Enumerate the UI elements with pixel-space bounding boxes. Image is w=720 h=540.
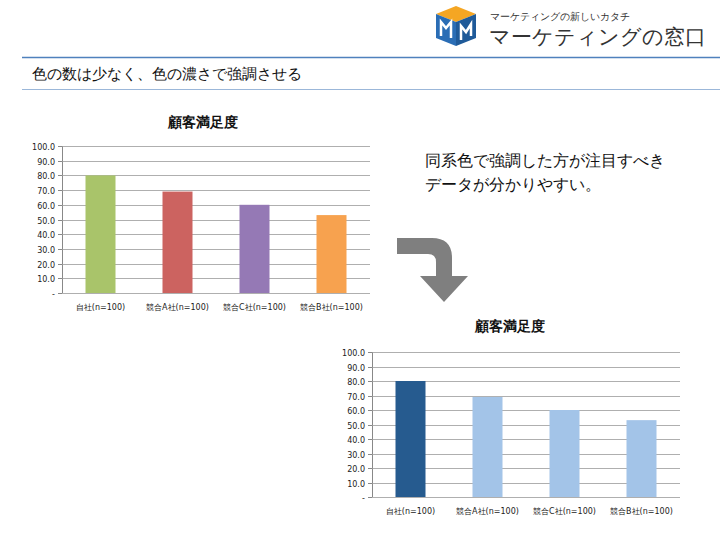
logo-left — [436, 14, 456, 46]
tick-label: 20.0 — [37, 261, 55, 270]
tick-label: 100.0 — [342, 349, 365, 358]
grid-line — [372, 367, 680, 368]
tick — [368, 497, 372, 498]
slide: マーケティングの新しいカタチマーケティングの窓口色の数は少なく、色の濃さで強調さ… — [0, 0, 720, 540]
slide-title: 色の数は少なく、色の濃さで強調させる — [32, 65, 302, 83]
tick — [58, 220, 62, 221]
note-line: データが分かりやすい。 — [425, 175, 601, 194]
tick-label: 30.0 — [37, 246, 55, 255]
tick — [368, 425, 372, 426]
tick-label: 10.0 — [37, 275, 55, 284]
category-label: 競合C社(n=100) — [533, 507, 596, 516]
category-label: 競合B社(n=100) — [610, 507, 673, 516]
tick-label: - — [52, 290, 55, 299]
tick — [58, 205, 62, 206]
tick — [58, 264, 62, 265]
tick-label: 70.0 — [347, 393, 365, 402]
bars — [86, 175, 347, 293]
logo-right — [456, 14, 476, 46]
arrow — [397, 238, 468, 302]
tick-label: 40.0 — [347, 436, 365, 445]
tick — [58, 175, 62, 176]
tick-label: 60.0 — [347, 407, 365, 416]
y-axis — [372, 352, 373, 497]
tick-label: 50.0 — [347, 422, 365, 431]
tick — [58, 146, 62, 147]
grid-line — [372, 352, 680, 353]
tick-label: 90.0 — [347, 364, 365, 373]
tick-label: 50.0 — [37, 217, 55, 226]
bar — [550, 410, 580, 497]
logo-icon — [436, 6, 476, 46]
tick — [58, 278, 62, 279]
grid-line — [62, 161, 370, 162]
logo-mark — [461, 24, 471, 40]
grid-line — [62, 293, 370, 294]
note-line: 同系色で強調した方が注目すべき — [425, 151, 665, 170]
category-label: 自社(n=100) — [76, 303, 125, 312]
tick-label: 80.0 — [347, 378, 365, 387]
chart-title: 顧客満足度 — [167, 114, 238, 130]
tick — [368, 367, 372, 368]
tick-label: 10.0 — [347, 480, 365, 489]
bar — [240, 205, 270, 293]
tick — [58, 190, 62, 191]
chart-title: 顧客満足度 — [474, 318, 545, 334]
bar — [163, 192, 193, 293]
category-label: 自社(n=100) — [386, 507, 435, 516]
chart: 顧客満足度 - 10.0 20.0 30.0 40.0 50.0 60.0 70.0 80.0 90… — [32, 114, 370, 312]
category-label: 競合A社(n=100) — [456, 507, 519, 516]
tick — [368, 454, 372, 455]
tick-label: 60.0 — [37, 202, 55, 211]
tick — [368, 483, 372, 484]
tick-label: - — [362, 494, 365, 503]
tick — [368, 352, 372, 353]
tick — [368, 396, 372, 397]
bar — [317, 215, 347, 293]
canvas: マーケティングの新しいカタチマーケティングの窓口色の数は少なく、色の濃さで強調さ… — [0, 0, 720, 540]
category-label: 競合B社(n=100) — [300, 303, 363, 312]
tick-label: 70.0 — [37, 187, 55, 196]
tick-label: 20.0 — [347, 465, 365, 474]
tick-label: 30.0 — [347, 451, 365, 460]
tick — [368, 410, 372, 411]
tick-label: 80.0 — [37, 172, 55, 181]
title-rule — [22, 89, 720, 90]
tick — [368, 468, 372, 469]
tick-label: 100.0 — [32, 143, 55, 152]
tick — [368, 439, 372, 440]
logo-mark — [441, 22, 451, 38]
category-label: 競合C社(n=100) — [223, 303, 286, 312]
bar — [86, 175, 116, 293]
grid-line — [62, 146, 370, 147]
tick — [58, 249, 62, 250]
tick — [368, 381, 372, 382]
tick-label: 40.0 — [37, 231, 55, 240]
brand: マーケティングの窓口 — [489, 25, 706, 49]
bar — [473, 397, 503, 497]
chart: 顧客満足度 - 10.0 20.0 30.0 40.0 50.0 60.0 70.0 80.0 90… — [342, 318, 680, 516]
bar — [396, 381, 426, 497]
bars — [396, 381, 657, 497]
tick-label: 90.0 — [37, 158, 55, 167]
tick — [58, 293, 62, 294]
y-axis — [62, 146, 63, 293]
bar — [627, 420, 657, 497]
grid-line — [372, 497, 680, 498]
tick — [58, 161, 62, 162]
tagline: マーケティングの新しいカタチ — [490, 11, 630, 22]
category-label: 競合A社(n=100) — [146, 303, 209, 312]
header-rule — [22, 57, 720, 59]
tick — [58, 234, 62, 235]
